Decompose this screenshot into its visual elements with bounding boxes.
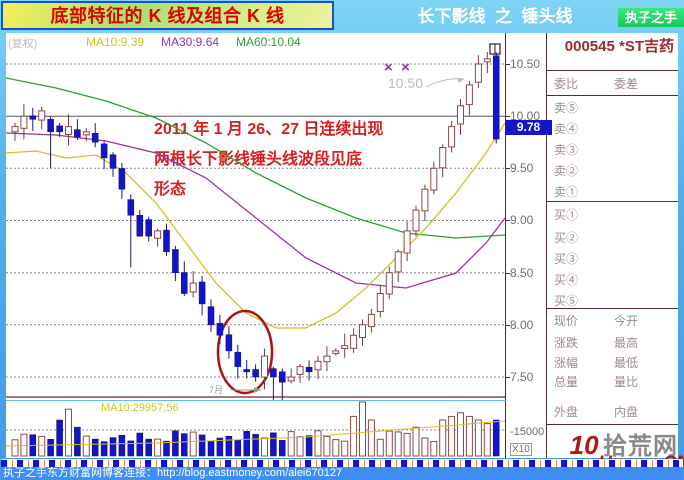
svg-text:7月: 7月 <box>209 385 223 395</box>
